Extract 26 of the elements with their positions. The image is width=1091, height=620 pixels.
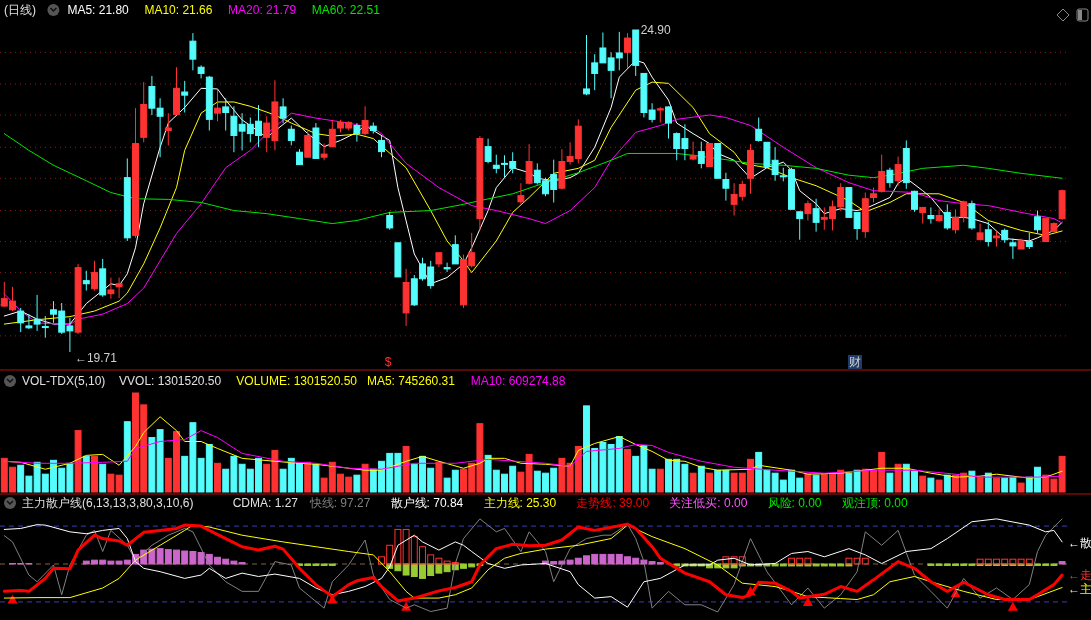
text: 财 [849,355,861,369]
text: VOLUME: 1301520.50 [236,374,358,388]
annotation: ←主 [1068,582,1091,596]
text: MA60: 22.51 [311,3,381,17]
text: CDMA: 1.27 [232,496,299,510]
chart-title: VOL-TDX(5,10) [22,374,106,388]
chart-title: 主力散户线(6,13,13,3,80,3,10,6) [22,496,194,510]
text: MA10: 609274.88 [470,374,566,388]
text: 观注顶: 0.00 [841,496,909,510]
text: MA10: 21.66 [144,3,213,17]
annotation: ←散 [1068,536,1091,550]
series-label: 走势线: 39.00 [576,496,650,510]
text: MA5: 21.80 [67,3,130,17]
chart-title: (日线) [4,3,36,17]
text: 风险: 0.00 [767,496,822,510]
text: 主力线: 25.30 [483,496,557,510]
text: VVOL: 1301520.50 [119,374,222,388]
annotation: 24.90 [640,23,672,37]
text: 散户线: 70.84 [390,496,464,510]
annotation: ←走 [1068,568,1091,582]
text: 关注低买: 0.00 [669,496,748,510]
annotation: ←19.71 [74,351,118,365]
text: MA20: 21.79 [228,3,297,17]
text: MA5: 745260.31 [366,374,456,388]
text: $ [384,355,392,369]
text: 快线: 97.27 [308,496,371,510]
